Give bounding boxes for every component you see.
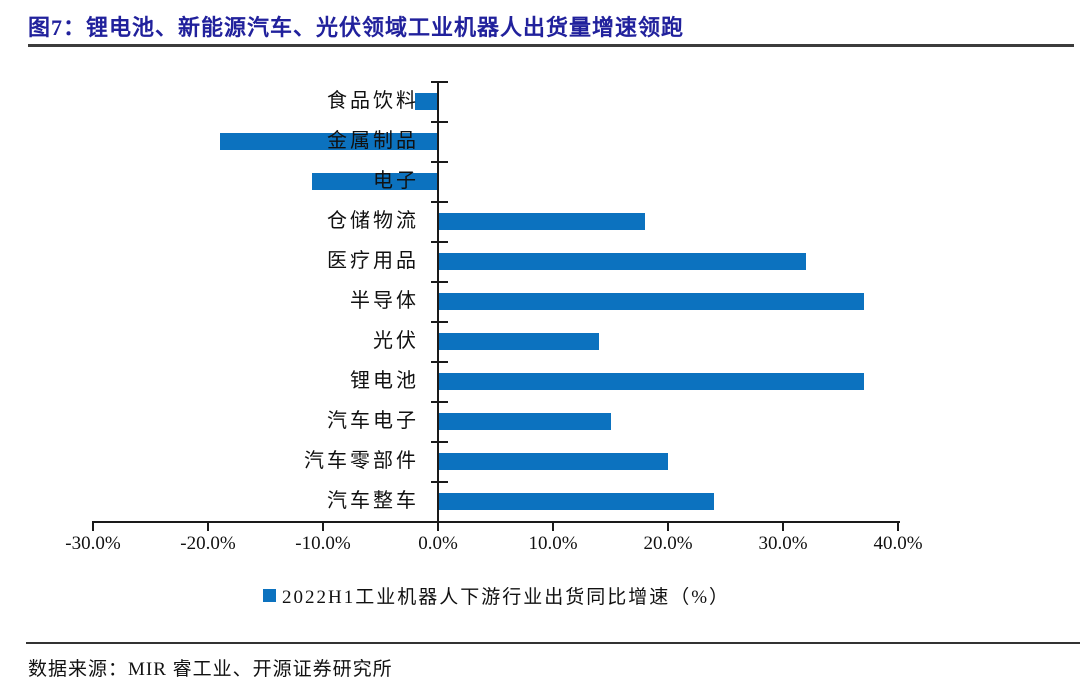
value-axis-tick — [322, 521, 324, 531]
legend-swatch — [262, 589, 276, 602]
category-axis-tick — [431, 361, 448, 363]
value-axis-tick-label: -10.0% — [295, 533, 351, 554]
bar-仓储物流 — [438, 212, 645, 230]
data-source: 数据来源：MIR 睿工业、开源证券研究所 — [28, 659, 393, 680]
bar-锂电池 — [438, 372, 864, 390]
bar-食品饮料 — [415, 92, 438, 110]
bar-汽车零部件 — [438, 452, 668, 470]
category-label: 锂电池 — [350, 370, 419, 392]
category-axis-tick — [431, 281, 448, 283]
bar-半导体 — [438, 292, 864, 310]
value-axis-tick — [207, 521, 209, 531]
category-label: 电子 — [373, 170, 419, 192]
bar-电子 — [311, 172, 438, 190]
category-label: 汽车整车 — [327, 490, 419, 512]
category-axis-tick — [431, 441, 448, 443]
category-label: 医疗用品 — [327, 250, 419, 272]
value-axis-tick-label: -20.0% — [180, 533, 236, 554]
value-axis-tick — [552, 521, 554, 531]
bar-汽车整车 — [438, 492, 714, 510]
value-axis-tick — [437, 521, 439, 531]
bar-汽车电子 — [438, 412, 611, 430]
value-axis-tick — [782, 521, 784, 531]
value-axis-tick-label: -30.0% — [65, 533, 121, 554]
value-axis-tick-label: 40.0% — [873, 533, 923, 554]
category-label: 仓储物流 — [327, 210, 419, 232]
figure-title: 图7：锂电池、新能源汽车、光伏领域工业机器人出货量增速领跑 — [28, 15, 685, 40]
category-axis-tick — [431, 401, 448, 403]
category-label: 汽车零部件 — [304, 450, 419, 472]
value-axis-tick-label: 10.0% — [528, 533, 578, 554]
category-axis-tick — [431, 121, 448, 123]
category-label: 半导体 — [350, 290, 419, 312]
category-label: 金属制品 — [327, 130, 419, 152]
value-axis-tick-label: 0.0% — [418, 533, 458, 554]
category-axis-tick — [431, 481, 448, 483]
category-axis-tick — [431, 521, 448, 523]
bar-金属制品 — [219, 132, 438, 150]
category-label: 汽车电子 — [327, 410, 419, 432]
category-axis-line — [437, 81, 439, 523]
title-divider — [28, 44, 1074, 47]
value-axis-line — [93, 521, 900, 523]
bar-医疗用品 — [438, 252, 806, 270]
chart-legend: 2022H1工业机器人下游行业出货同比增速（%） — [93, 582, 900, 609]
value-axis-tick-label: 20.0% — [643, 533, 693, 554]
category-axis-tick — [431, 201, 448, 203]
value-axis-tick — [897, 521, 899, 531]
value-axis-tick — [92, 521, 94, 531]
bar-光伏 — [438, 332, 599, 350]
category-axis-tick — [431, 81, 448, 83]
category-label: 光伏 — [373, 330, 419, 352]
category-axis-tick — [431, 241, 448, 243]
category-label: 食品饮料 — [327, 90, 419, 112]
footer-divider — [26, 642, 1080, 644]
category-axis-tick — [431, 321, 448, 323]
legend-label: 2022H1工业机器人下游行业出货同比增速（%） — [281, 587, 731, 608]
category-axis-tick — [431, 161, 448, 163]
value-axis-tick — [667, 521, 669, 531]
value-axis-tick-label: 30.0% — [758, 533, 808, 554]
